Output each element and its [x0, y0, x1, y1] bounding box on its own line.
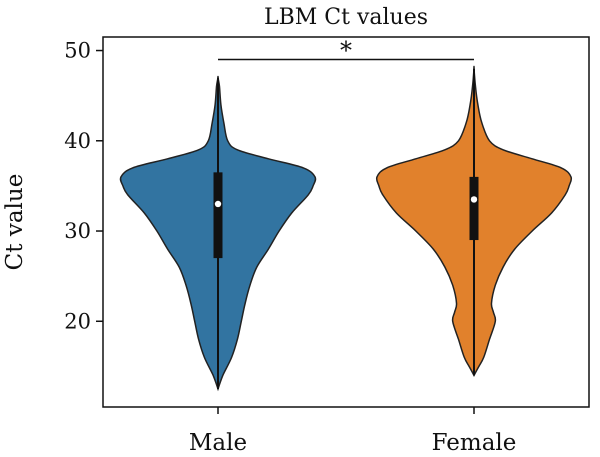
median-dot-male — [214, 200, 222, 208]
y-tick-label: 40 — [64, 129, 91, 153]
iqr-box-female — [469, 176, 479, 241]
significance-star: * — [340, 37, 352, 65]
significance-annotation: * — [218, 37, 474, 65]
x-tick-label-female: Female — [432, 430, 517, 456]
y-tick-label: 50 — [64, 39, 91, 63]
y-tick-label: 20 — [64, 309, 91, 333]
median-dot-female — [470, 196, 478, 203]
chart-title: LBM Ct values — [264, 5, 428, 30]
y-axis: 20 30 40 50 — [64, 39, 103, 333]
x-axis: Male Female — [189, 407, 517, 456]
plot-frame — [102, 36, 590, 408]
x-tick-label-male: Male — [189, 430, 247, 456]
y-tick-label: 30 — [64, 219, 91, 243]
plot-area — [119, 65, 573, 392]
y-axis-label: Ct value — [2, 174, 28, 271]
iqr-box-male — [213, 172, 223, 259]
